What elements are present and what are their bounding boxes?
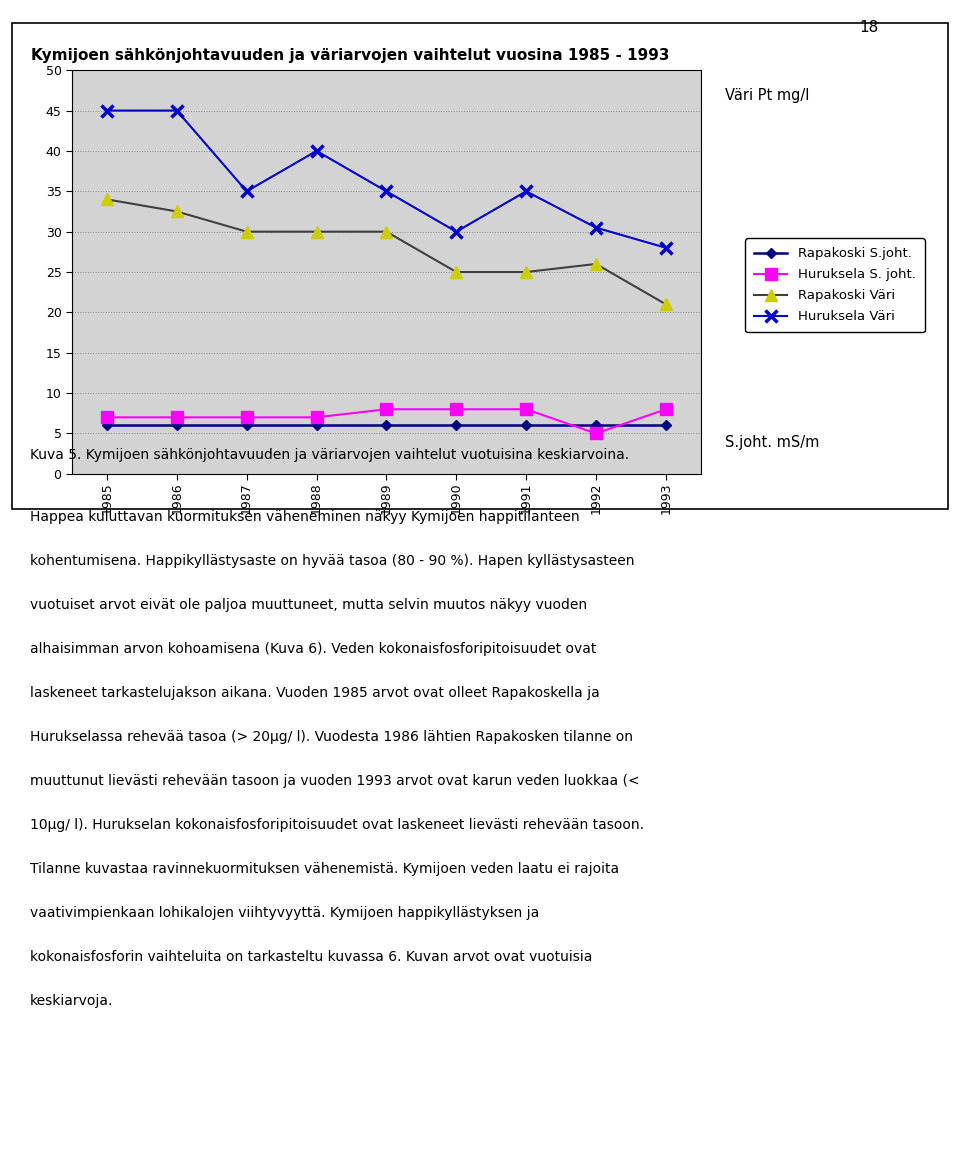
Huruksela S. joht. (520, 402, 532, 417)
Text: alhaisimman arvon kohoamisena (Kuva 6). Veden kokonaisfosforipitoisuudet ovat: alhaisimman arvon kohoamisena (Kuva 6). … (30, 642, 596, 656)
Huruksela Väri (660, 241, 672, 255)
Huruksela S. joht. (241, 411, 252, 425)
Huruksela S. joht. (660, 402, 672, 417)
Huruksela S. joht. (101, 411, 112, 425)
Line: Huruksela Väri: Huruksela Väri (101, 104, 672, 254)
Huruksela Väri (171, 104, 182, 118)
Huruksela Väri (241, 185, 252, 199)
Text: kohentumisena. Happikyllästysaste on hyvää tasoa (80 - 90 %). Hapen kyllästysast: kohentumisena. Happikyllästysaste on hyv… (30, 555, 635, 567)
Huruksela S. joht. (311, 411, 323, 425)
Rapakoski S.joht. (380, 419, 392, 433)
Text: Kuva 5. Kymijoen sähkönjohtavuuden ja väriarvojen vaihtelut vuotuisina keskiarvo: Kuva 5. Kymijoen sähkönjohtavuuden ja vä… (30, 448, 629, 462)
Line: Rapakoski S.joht.: Rapakoski S.joht. (104, 422, 669, 429)
Rapakoski Väri (241, 225, 252, 239)
Text: vuotuiset arvot eivät ole paljoa muuttuneet, mutta selvin muutos näkyy vuoden: vuotuiset arvot eivät ole paljoa muuttun… (30, 598, 588, 612)
Text: Tilanne kuvastaa ravinnekuormituksen vähenemistä. Kymijoen veden laatu ei rajoit: Tilanne kuvastaa ravinnekuormituksen väh… (30, 862, 619, 876)
Text: Hurukselassa rehevää tasoa (> 20μg/ l). Vuodesta 1986 lähtien Rapakosken tilanne: Hurukselassa rehevää tasoa (> 20μg/ l). … (30, 730, 633, 744)
Text: kokonaisfosforin vaihteluita on tarkasteltu kuvassa 6. Kuvan arvot ovat vuotuisi: kokonaisfosforin vaihteluita on tarkaste… (30, 950, 592, 964)
Rapakoski S.joht. (101, 419, 112, 433)
Rapakoski S.joht. (450, 419, 462, 433)
Text: Väri Pt mg/l: Väri Pt mg/l (725, 88, 809, 103)
Huruksela Väri (520, 185, 532, 199)
Text: muuttunut lievästi rehevään tasoon ja vuoden 1993 arvot ovat karun veden luokkaa: muuttunut lievästi rehevään tasoon ja vu… (30, 775, 639, 789)
Rapakoski S.joht. (311, 419, 323, 433)
Rapakoski S.joht. (590, 419, 602, 433)
Legend: Rapakoski S.joht., Huruksela S. joht., Rapakoski Väri, Huruksela Väri: Rapakoski S.joht., Huruksela S. joht., R… (745, 239, 925, 332)
Rapakoski Väri (590, 257, 602, 271)
Huruksela Väri (590, 221, 602, 235)
Huruksela S. joht. (171, 411, 182, 425)
Huruksela S. joht. (380, 402, 392, 417)
Text: 18: 18 (859, 20, 878, 35)
Huruksela Väri (380, 185, 392, 199)
Rapakoski Väri (380, 225, 392, 239)
Rapakoski Väri (450, 264, 462, 278)
Rapakoski S.joht. (520, 419, 532, 433)
Line: Rapakoski Väri: Rapakoski Väri (101, 193, 672, 310)
Text: Kymijoen sähkönjohtavuuden ja väriarvojen vaihtelut vuosina 1985 - 1993: Kymijoen sähkönjohtavuuden ja väriarvoje… (31, 48, 670, 63)
Huruksela S. joht. (450, 402, 462, 417)
Text: keskiarvoja.: keskiarvoja. (30, 994, 113, 1009)
Huruksela Väri (450, 225, 462, 239)
Rapakoski S.joht. (241, 419, 252, 433)
Huruksela Väri (311, 144, 323, 158)
Rapakoski S.joht. (660, 419, 672, 433)
Rapakoski Väri (101, 192, 112, 206)
Huruksela Väri (101, 104, 112, 118)
Rapakoski Väri (660, 297, 672, 311)
Text: Happea kuluttavan kuormituksen väheneminen näkyy Kymijoen happitilanteen: Happea kuluttavan kuormituksen vähenemin… (30, 510, 580, 524)
Rapakoski Väri (171, 205, 182, 219)
Text: vaativimpienkaan lohikalojen viihtyvyyttä. Kymijoen happikyllästyksen ja: vaativimpienkaan lohikalojen viihtyvyytt… (30, 906, 540, 920)
Rapakoski Väri (520, 264, 532, 278)
Text: 10μg/ l). Hurukselan kokonaisfosforipitoisuudet ovat laskeneet lievästi rehevään: 10μg/ l). Hurukselan kokonaisfosforipito… (30, 818, 644, 832)
Rapakoski S.joht. (171, 419, 182, 433)
Text: S.joht. mS/m: S.joht. mS/m (725, 435, 819, 450)
Text: laskeneet tarkastelujakson aikana. Vuoden 1985 arvot ovat olleet Rapakoskella ja: laskeneet tarkastelujakson aikana. Vuode… (30, 686, 600, 700)
Huruksela S. joht. (590, 427, 602, 441)
Rapakoski Väri (311, 225, 323, 239)
Line: Huruksela S. joht.: Huruksela S. joht. (102, 404, 671, 439)
